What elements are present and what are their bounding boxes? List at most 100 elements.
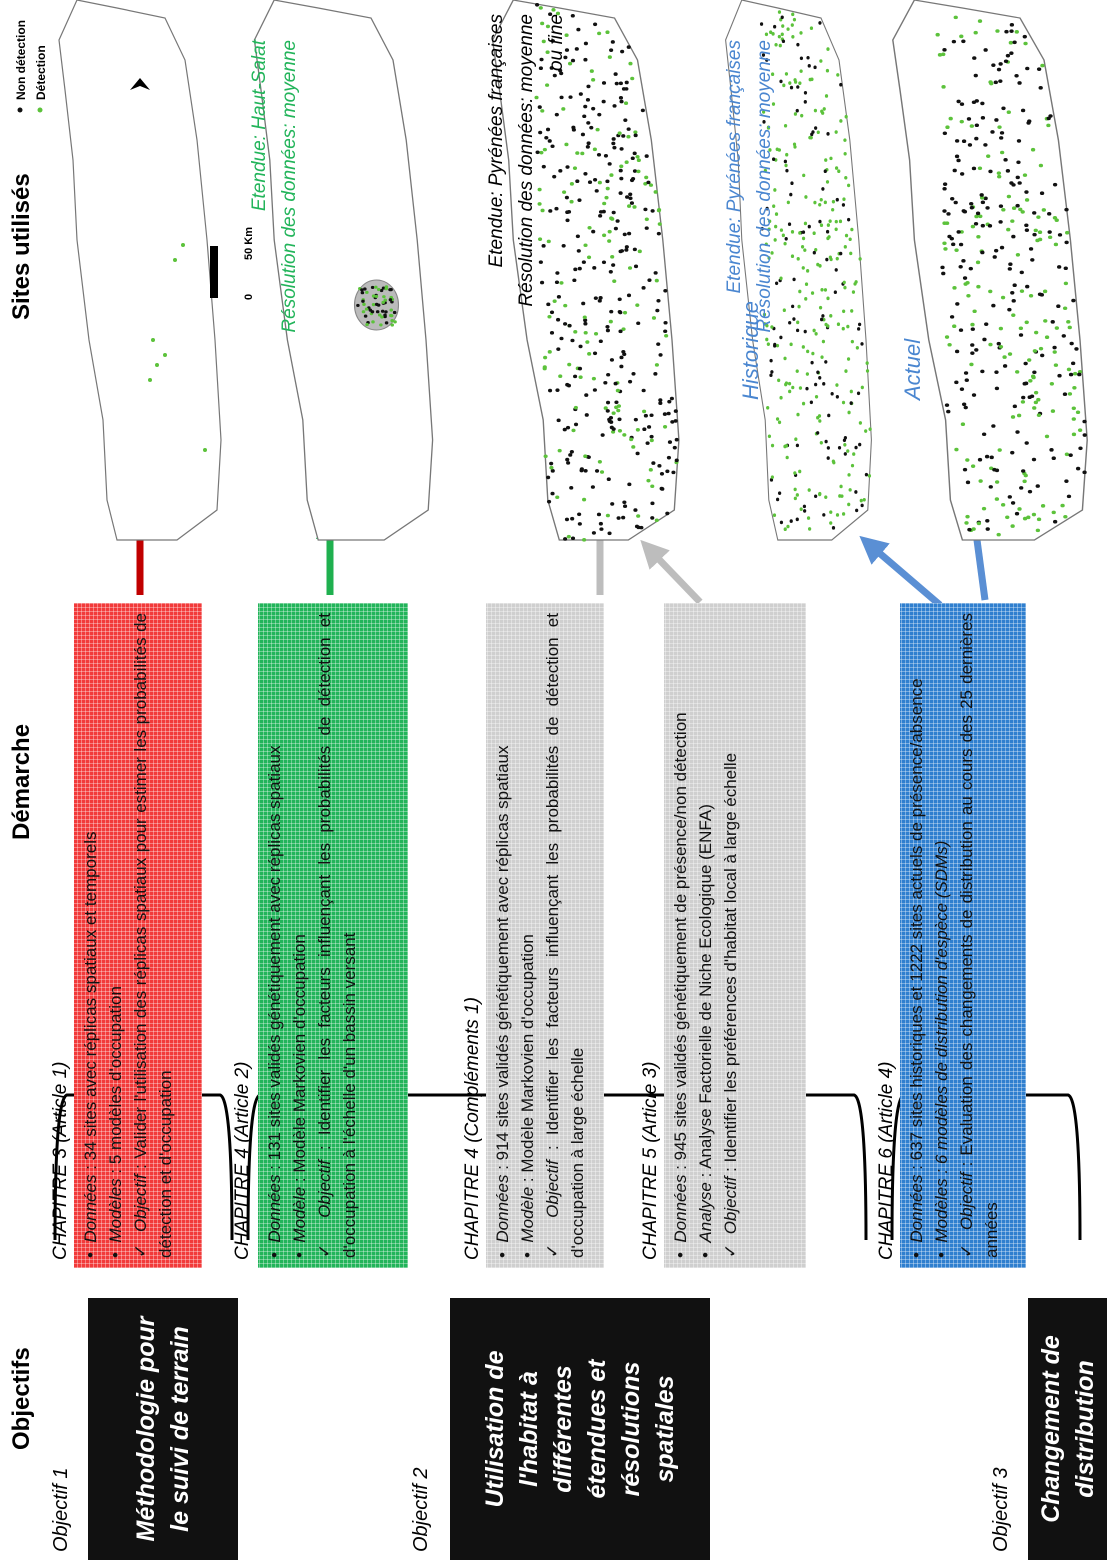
map-dot bbox=[670, 420, 675, 424]
map-dot bbox=[1010, 450, 1015, 455]
map-dot bbox=[784, 163, 788, 168]
map-dot bbox=[617, 429, 623, 433]
item-label: Données bbox=[81, 1174, 100, 1243]
map-dot bbox=[824, 360, 828, 364]
map-dot bbox=[853, 282, 857, 286]
map-dot bbox=[1011, 234, 1016, 239]
map-dot bbox=[567, 61, 573, 66]
map-dot bbox=[826, 47, 830, 51]
map-dot bbox=[831, 526, 836, 530]
map-dot bbox=[814, 247, 818, 252]
map-dot bbox=[836, 322, 841, 327]
map-dot bbox=[626, 127, 631, 131]
map-dot bbox=[1022, 173, 1028, 177]
map-dot bbox=[628, 196, 633, 201]
map-dot bbox=[627, 204, 632, 208]
map-dot bbox=[594, 189, 599, 193]
map-dot bbox=[963, 282, 968, 286]
map-dot bbox=[605, 400, 611, 405]
map-dot bbox=[610, 255, 615, 259]
map-dot bbox=[1022, 479, 1027, 484]
map-dot bbox=[540, 21, 545, 26]
map-dot bbox=[788, 81, 792, 85]
map-dot bbox=[545, 83, 550, 87]
map-dot bbox=[559, 71, 564, 76]
map-dot bbox=[952, 324, 957, 329]
map-dot bbox=[1057, 233, 1063, 237]
map-dot bbox=[974, 348, 979, 352]
map-dot bbox=[1053, 242, 1059, 247]
map-dot bbox=[587, 180, 593, 184]
map-dot bbox=[631, 177, 636, 181]
map-dot bbox=[818, 375, 822, 380]
map-dot bbox=[998, 204, 1004, 208]
map-dot bbox=[1025, 284, 1030, 289]
map-dot bbox=[783, 527, 787, 531]
map-dot bbox=[856, 391, 861, 396]
map-dot bbox=[585, 340, 590, 344]
map-dot bbox=[973, 73, 978, 78]
map-dot bbox=[1047, 212, 1052, 216]
map-dot bbox=[765, 206, 769, 211]
map-dot bbox=[767, 256, 771, 260]
map-dot bbox=[633, 133, 638, 138]
map-dot bbox=[814, 126, 818, 130]
map-dot bbox=[997, 125, 1002, 129]
map-dot bbox=[647, 278, 652, 282]
map-dot bbox=[1023, 381, 1029, 386]
item-label: Objectif bbox=[315, 1160, 334, 1218]
map-dot bbox=[603, 406, 608, 410]
map-dot bbox=[801, 266, 805, 270]
map-dot bbox=[609, 173, 614, 177]
map-dot bbox=[623, 118, 628, 122]
map-dot bbox=[1015, 175, 1020, 180]
map-dot bbox=[819, 440, 823, 445]
map-dot bbox=[999, 150, 1005, 155]
map-dot bbox=[1002, 355, 1007, 359]
map-dot bbox=[795, 517, 799, 522]
map-dot bbox=[544, 135, 549, 140]
map-outline bbox=[58, 0, 222, 541]
map-dot bbox=[992, 467, 997, 472]
chapter-title: CHAPITRE 4 (Compléments 1) bbox=[462, 997, 483, 1260]
map-dot bbox=[814, 494, 818, 499]
map-dot bbox=[564, 48, 570, 52]
map-dot bbox=[371, 320, 375, 324]
map-dot bbox=[974, 136, 979, 141]
map-dot bbox=[792, 17, 797, 22]
map-dot bbox=[792, 317, 796, 321]
map-dot bbox=[795, 108, 799, 113]
map-dot bbox=[546, 302, 551, 307]
map-dot bbox=[601, 260, 607, 265]
map-dot bbox=[834, 130, 838, 134]
map-dot bbox=[979, 196, 985, 200]
map-dot bbox=[361, 299, 365, 303]
map-dot bbox=[1001, 106, 1006, 111]
map-dot bbox=[654, 278, 659, 283]
map-dot bbox=[605, 30, 610, 35]
map-dot bbox=[989, 455, 994, 460]
map-dot bbox=[779, 335, 783, 340]
item-marker: ✓ bbox=[957, 1242, 976, 1258]
map-dot bbox=[1007, 495, 1012, 499]
item-label: Modèle bbox=[290, 1186, 309, 1243]
map-dot bbox=[611, 411, 616, 415]
map-dot bbox=[984, 322, 989, 326]
map-dot bbox=[591, 531, 596, 535]
map-dot bbox=[855, 508, 859, 513]
objective-label: Objectif 1 bbox=[50, 1467, 72, 1552]
map-dot bbox=[1006, 227, 1011, 232]
map-dot bbox=[765, 58, 769, 62]
map-dot bbox=[1043, 319, 1048, 323]
map-dot bbox=[1075, 466, 1081, 471]
map-dot bbox=[830, 391, 834, 396]
map-dot bbox=[965, 458, 970, 462]
map-dot bbox=[545, 24, 551, 29]
note-line: ou fine bbox=[546, 14, 567, 72]
map-dot bbox=[954, 248, 959, 252]
map-dot bbox=[976, 284, 981, 289]
map-dot bbox=[781, 233, 785, 238]
map-dot bbox=[850, 339, 854, 344]
map-dot bbox=[573, 422, 579, 427]
